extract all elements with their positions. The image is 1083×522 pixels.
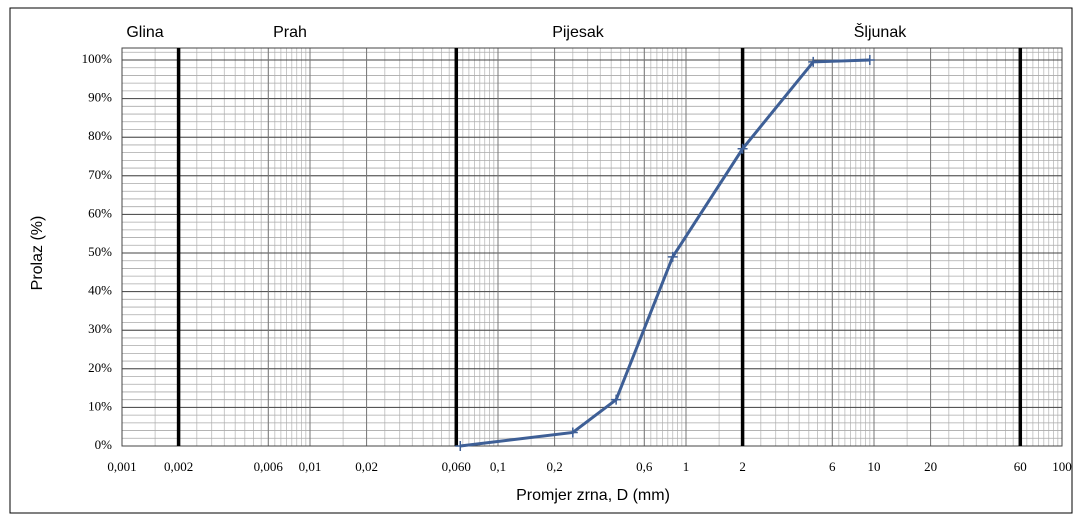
x-tick-label: 0,002: [164, 459, 193, 474]
x-tick-label: 0,02: [355, 459, 378, 474]
data-point: [455, 441, 466, 451]
zone-label: Šljunak: [854, 22, 907, 41]
y-tick-label: 30%: [88, 321, 112, 336]
data-point: [737, 143, 748, 154]
x-tick-label: 20: [924, 459, 937, 474]
data-point: [611, 394, 622, 405]
y-tick-label: 50%: [88, 244, 112, 259]
data-point: [567, 427, 578, 438]
x-axis-label: Promjer zrna, D (mm): [516, 487, 670, 504]
y-tick-label: 70%: [88, 167, 112, 182]
y-tick-label: 90%: [88, 90, 112, 105]
y-tick-label: 100%: [82, 51, 113, 66]
x-tick-label: 2: [739, 459, 746, 474]
y-tick-label: 80%: [88, 128, 112, 143]
y-tick-label: 10%: [88, 398, 112, 413]
data-point: [864, 55, 875, 65]
x-tick-label: 100: [1052, 459, 1072, 474]
data-point: [667, 251, 678, 262]
x-tick-label: 0,001: [107, 459, 136, 474]
y-axis-label: Prolaz (%): [29, 216, 46, 291]
x-tick-label: 60: [1014, 459, 1027, 474]
x-tick-label: 0,060: [442, 459, 471, 474]
plot-border: [121, 47, 1063, 447]
y-tick-label: 60%: [88, 205, 112, 220]
frame: [9, 7, 1073, 514]
x-tick-label: 6: [829, 459, 836, 474]
y-tick-label: 40%: [88, 283, 112, 298]
y-tick-label: 0%: [95, 437, 113, 452]
zone-label: Prah: [273, 24, 307, 41]
x-tick-label: 10: [868, 459, 881, 474]
data-point: [808, 56, 819, 67]
zone-label: Glina: [126, 24, 163, 41]
x-tick-label: 0,1: [490, 459, 506, 474]
x-tick-label: 0,006: [254, 459, 284, 474]
y-tick-label: 20%: [88, 360, 112, 375]
x-tick-label: 0,2: [546, 459, 562, 474]
x-tick-label: 1: [683, 459, 690, 474]
x-tick-label: 0,6: [636, 459, 653, 474]
x-tick-label: 0,01: [299, 459, 322, 474]
zone-label: Pijesak: [552, 24, 605, 41]
